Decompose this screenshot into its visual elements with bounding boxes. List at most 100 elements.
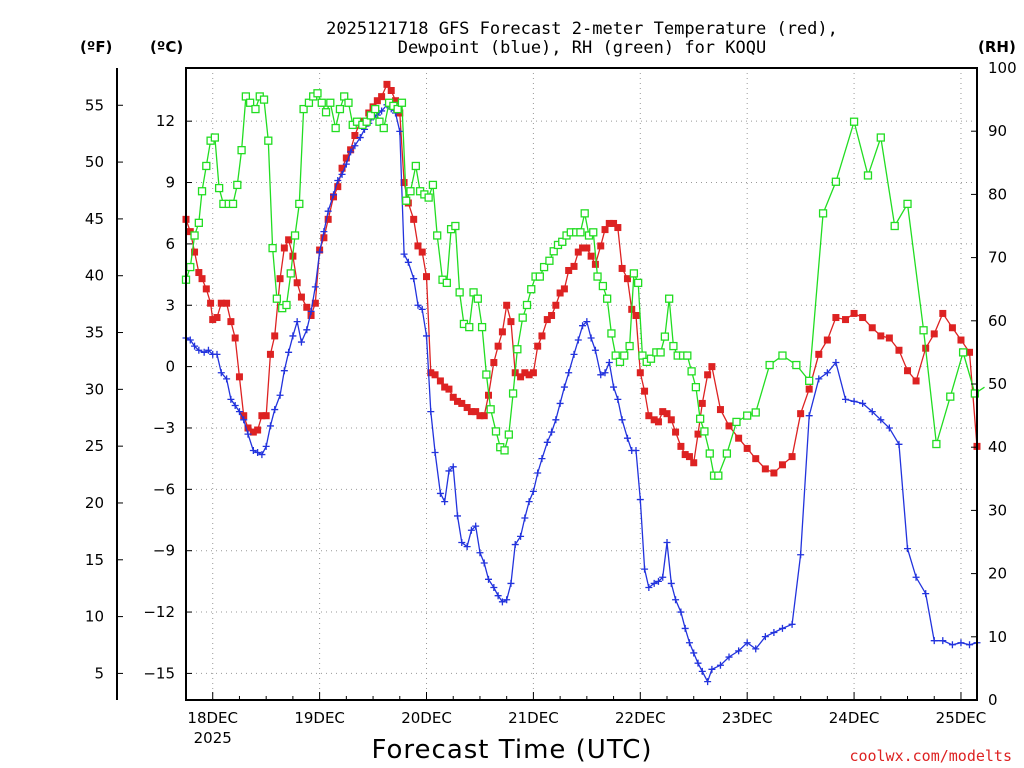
dewpoint-point — [663, 539, 671, 547]
time-tick-label: 19DEC — [294, 709, 345, 727]
dewpoint-point — [704, 678, 712, 686]
temperature-point — [463, 404, 471, 412]
temperature-point — [240, 412, 248, 420]
temperature-point — [490, 359, 498, 367]
rh-point — [304, 98, 314, 107]
rh-point — [482, 370, 491, 379]
dewpoint-point — [240, 416, 248, 424]
temperature-point — [297, 293, 305, 301]
temperature-point — [904, 367, 912, 375]
rh-point — [233, 180, 242, 190]
rh-point — [818, 209, 828, 218]
rh-point — [535, 272, 544, 281]
fahrenheit-tick-label: 40 — [85, 267, 104, 285]
dewpoint-point — [672, 596, 680, 604]
dewpoint-point — [418, 305, 426, 313]
rh-point — [732, 417, 741, 427]
dewpoint-point — [342, 160, 350, 168]
temperature-point — [850, 309, 858, 317]
temperature-point — [877, 332, 885, 340]
dewpoint-point — [641, 565, 649, 573]
dewpoint-point — [966, 641, 974, 649]
dewpoint-point — [316, 248, 324, 256]
rh-point — [317, 98, 326, 107]
rh-point — [958, 348, 968, 357]
temperature-point — [698, 399, 706, 407]
temperature-point — [842, 316, 850, 324]
temperature-point — [761, 465, 769, 473]
rh-point — [371, 104, 380, 114]
temperature-point — [823, 336, 831, 344]
rh-point — [683, 351, 692, 360]
temperature-point — [213, 314, 221, 322]
celsius-tick-label: 12 — [156, 112, 175, 130]
dewpoint-point — [605, 359, 613, 367]
rh-tick-label: 70 — [988, 249, 1007, 267]
dewpoint-point — [601, 369, 609, 377]
dewpoint-point — [254, 449, 262, 457]
series-lines — [181, 80, 985, 686]
dewpoint-point — [556, 399, 564, 407]
rh-tick-label: 0 — [988, 691, 998, 709]
temperature-point — [467, 408, 475, 416]
rh-point — [576, 228, 585, 237]
dewpoint-point — [186, 336, 194, 344]
temperature-point — [605, 219, 613, 227]
rh-point — [589, 228, 598, 237]
rh-point — [241, 92, 251, 101]
temperature-point — [454, 397, 462, 405]
rh-point — [625, 341, 634, 351]
fahrenheit-tick-label: 55 — [85, 96, 104, 114]
rh-point — [366, 111, 376, 120]
temperature-point — [560, 285, 568, 293]
temperature-point — [198, 275, 206, 283]
rh-point — [272, 294, 282, 303]
temperature-point — [641, 387, 649, 395]
celsius-tick-label: 3 — [165, 296, 175, 314]
temperature-point — [672, 428, 680, 436]
temperature-point — [832, 314, 840, 322]
rh-tick-label: 10 — [988, 628, 1007, 646]
time-tick-label: 24DEC — [829, 709, 880, 727]
dewpoint-point — [338, 170, 346, 178]
temperature-point — [685, 453, 693, 461]
rh-point — [513, 345, 522, 354]
dewpoint-point — [805, 412, 813, 420]
rh-point — [593, 272, 602, 281]
temperature-point — [725, 422, 733, 430]
temperature-point — [480, 412, 488, 420]
rh-point — [691, 383, 701, 392]
rh-point — [433, 231, 442, 240]
dewpoint-point — [716, 661, 724, 669]
dewpoint-point — [396, 127, 404, 135]
fahrenheit-tick-label: 45 — [85, 210, 104, 228]
rh-tick-label: 90 — [988, 122, 1007, 140]
dewpoint-point — [574, 336, 582, 344]
temperature-point — [195, 269, 203, 277]
rh-point — [765, 360, 774, 370]
dewpoint-point — [454, 512, 462, 520]
temperature-point — [258, 412, 266, 420]
dewpoint-point — [654, 577, 662, 585]
rh-point — [863, 171, 873, 180]
temperature-point — [207, 299, 215, 307]
rh-point — [522, 300, 532, 310]
celsius-tick-label: −15 — [143, 664, 175, 682]
rh-point — [299, 104, 308, 114]
rh-point — [393, 104, 402, 114]
chart-title-line-1: 2025121718 GFS Forecast 2-meter Temperat… — [326, 19, 838, 39]
rh-point — [805, 376, 814, 385]
rh-point — [473, 294, 482, 303]
rh-point — [722, 449, 732, 458]
time-tick-label: 20DEC — [401, 709, 452, 727]
dewpoint-point — [320, 228, 328, 236]
rh-point — [620, 351, 629, 360]
temperature-point — [815, 350, 823, 358]
rh-point — [313, 89, 322, 98]
dewpoint-point — [235, 408, 243, 416]
temperature-point — [262, 412, 270, 420]
dewpoint-point — [227, 395, 235, 403]
rh-tick-label: 80 — [988, 185, 1007, 203]
temperature-point — [525, 371, 533, 379]
rh-point — [326, 98, 335, 107]
